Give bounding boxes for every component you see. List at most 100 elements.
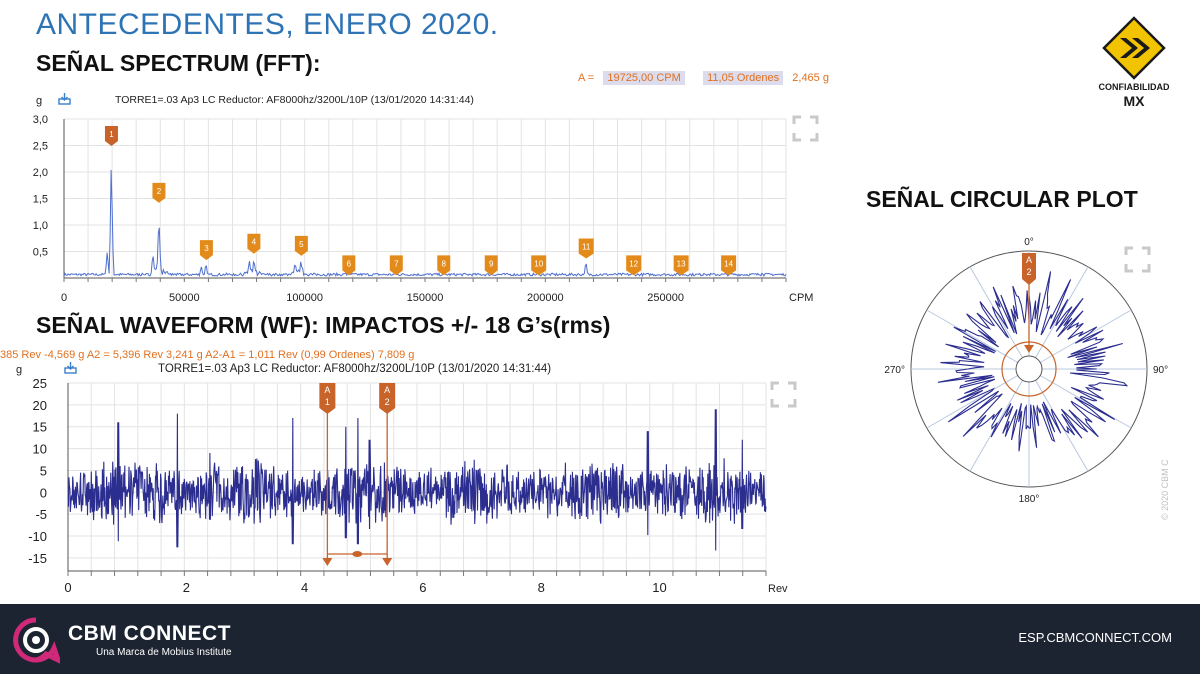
spectrum-cursor-readout: A = 19725,00 CPM 11,05 Ordenes 2,465 g: [578, 71, 829, 85]
copyright-note: © 2020 CBM C: [1160, 459, 1170, 520]
cursor-cpm-value: 19725,00 CPM: [603, 71, 685, 85]
y-tick-label: 1,0: [33, 220, 48, 232]
harmonic-marker: 7: [389, 255, 403, 276]
charts-canvas: 3,02,52,01,51,00,50 50000 100000 150000 2000…: [28, 114, 1168, 595]
x-tick-label: 8: [538, 580, 545, 595]
harmonic-marker: 3: [199, 240, 213, 261]
angle-label: 90°: [1153, 365, 1168, 376]
x-tick-label: 0: [61, 292, 67, 304]
x-axis-label: Rev: [768, 583, 788, 595]
harmonic-marker: 8: [437, 255, 451, 276]
harmonic-marker-label: 5: [299, 240, 304, 249]
logo-text-top: CONFIABILIDAD: [1099, 82, 1170, 92]
x-tick-label: 10: [652, 580, 666, 595]
harmonic-marker: 2: [152, 182, 166, 203]
cursor-orders-value: 11,05 Ordenes: [703, 71, 784, 85]
logo-text-bottom: MX: [1124, 93, 1146, 109]
polar-spoke: [1040, 375, 1132, 429]
harmonic-marker-label: 8: [442, 259, 447, 268]
x-tick-label: 2: [183, 580, 190, 595]
harmonic-marker: 13: [673, 255, 689, 276]
y-tick-label: 2,5: [33, 141, 48, 153]
brand-name: CBM CONNECT: [68, 622, 231, 645]
expand-icon[interactable]: [770, 381, 797, 408]
y-tick-label: 3,0: [33, 114, 48, 126]
y-tick-label: 25: [33, 376, 47, 391]
harmonic-marker-label: 10: [534, 259, 543, 268]
y-tick-label: 2,0: [33, 167, 48, 179]
harmonic-marker-label: 11: [582, 243, 591, 252]
circular-trace: [937, 271, 1129, 452]
y-tick-label: 15: [33, 420, 47, 435]
cursor-marker-label: 2: [385, 397, 390, 407]
cursor-marker: A2: [379, 383, 396, 566]
x-tick-label: 0: [64, 580, 71, 595]
export-icon[interactable]: [64, 361, 77, 379]
waveform-cursor-readout: 385 Rev -4,569 g A2 = 5,396 Rev 3,241 g …: [0, 349, 415, 361]
waveform-heading: SEÑAL WAVEFORM (WF): IMPACTOS +/- 18 G’s…: [36, 312, 611, 338]
spectrum-trace: [63, 169, 787, 278]
harmonic-marker: 9: [484, 255, 498, 276]
x-tick-label: 6: [419, 580, 426, 595]
spectrum-trace-title: TORRE1=.03 Ap3 LC Reductor: AF8000hz/320…: [115, 94, 474, 106]
y-tick-label: 20: [33, 398, 47, 413]
circular-heading: SEÑAL CIRCULAR PLOT: [866, 186, 1138, 212]
cursor-marker-label: 2: [1026, 267, 1031, 277]
x-tick-label: 50000: [169, 292, 200, 304]
x-tick-label: 150000: [407, 292, 444, 304]
cursor-span-handle: [352, 551, 363, 557]
y-tick-label: 0: [40, 485, 47, 500]
expand-icon[interactable]: [792, 115, 819, 142]
cursor-marker-label: A: [384, 385, 390, 395]
harmonic-marker: 14: [721, 255, 737, 276]
waveform-trace-title: TORRE1=.03 Ap3 LC Reductor: AF8000hz/320…: [158, 363, 552, 375]
cursor-marker-label: 1: [325, 397, 330, 407]
y-tick-label: 5: [40, 463, 47, 478]
harmonic-marker: 5: [294, 235, 308, 256]
cursor-amplitude-value: 2,465 g: [792, 72, 829, 84]
footer-bar: CBM CONNECT Una Marca de Mobius Institut…: [0, 604, 1200, 674]
polar-spoke: [926, 375, 1018, 429]
cursor-marker-label: A: [1026, 255, 1032, 265]
y-tick-label: -15: [28, 551, 47, 566]
angle-label: 270°: [884, 365, 905, 376]
brand-tagline: Una Marca de Mobius Institute: [96, 647, 232, 658]
angle-label: 180°: [1019, 494, 1040, 505]
spectrum-chart: 3,0 2,5 2,0 1,5 1,0 0,5 0 50000 100000 150000 2000…: [33, 114, 819, 304]
slide-title: ANTECEDENTES, ENERO 2020.: [36, 8, 499, 41]
cursor-marker: A1: [319, 383, 336, 566]
y-tick-label: 10: [33, 442, 47, 457]
harmonic-marker: 10: [531, 255, 547, 276]
angle-label: 0°: [1024, 237, 1034, 248]
y-tick-label: 1,5: [33, 194, 48, 206]
harmonic-marker: 6: [342, 255, 356, 276]
x-axis-label: CPM: [789, 292, 813, 304]
waveform-trace: [67, 409, 767, 551]
harmonic-marker-label: 1: [109, 130, 114, 139]
x-tick-label: 4: [301, 580, 308, 595]
spectrum-unit-label: g: [36, 95, 43, 107]
harmonic-marker-label: 14: [724, 259, 733, 268]
harmonic-marker-label: 13: [677, 259, 686, 268]
x-tick-label: 200000: [527, 292, 564, 304]
harmonic-marker-label: 6: [347, 259, 352, 268]
y-tick-label: -10: [28, 529, 47, 544]
cbm-connect-logo-icon: [12, 616, 63, 669]
export-icon[interactable]: [58, 92, 71, 110]
y-tick-label: 0,5: [33, 247, 48, 259]
harmonic-marker-label: 9: [489, 259, 494, 268]
spectrum-heading: SEÑAL SPECTRUM (FFT):: [36, 50, 321, 76]
expand-icon[interactable]: [1124, 246, 1151, 273]
y-tick-label: -5: [35, 507, 47, 522]
harmonic-marker: 1: [104, 126, 118, 146]
harmonic-marker: 4: [247, 233, 261, 254]
waveform-unit-label: g: [16, 364, 23, 376]
x-tick-label: 250000: [647, 292, 684, 304]
harmonic-marker-label: 4: [252, 238, 257, 247]
x-tick-label: 100000: [286, 292, 323, 304]
footer-url-link[interactable]: ESP.CBMCONNECT.COM: [1018, 630, 1172, 645]
harmonic-marker-label: 12: [629, 259, 638, 268]
confiabilidad-mx-logo: CONFIABILIDAD MX: [1098, 16, 1170, 110]
polar-spoke: [926, 309, 1018, 363]
